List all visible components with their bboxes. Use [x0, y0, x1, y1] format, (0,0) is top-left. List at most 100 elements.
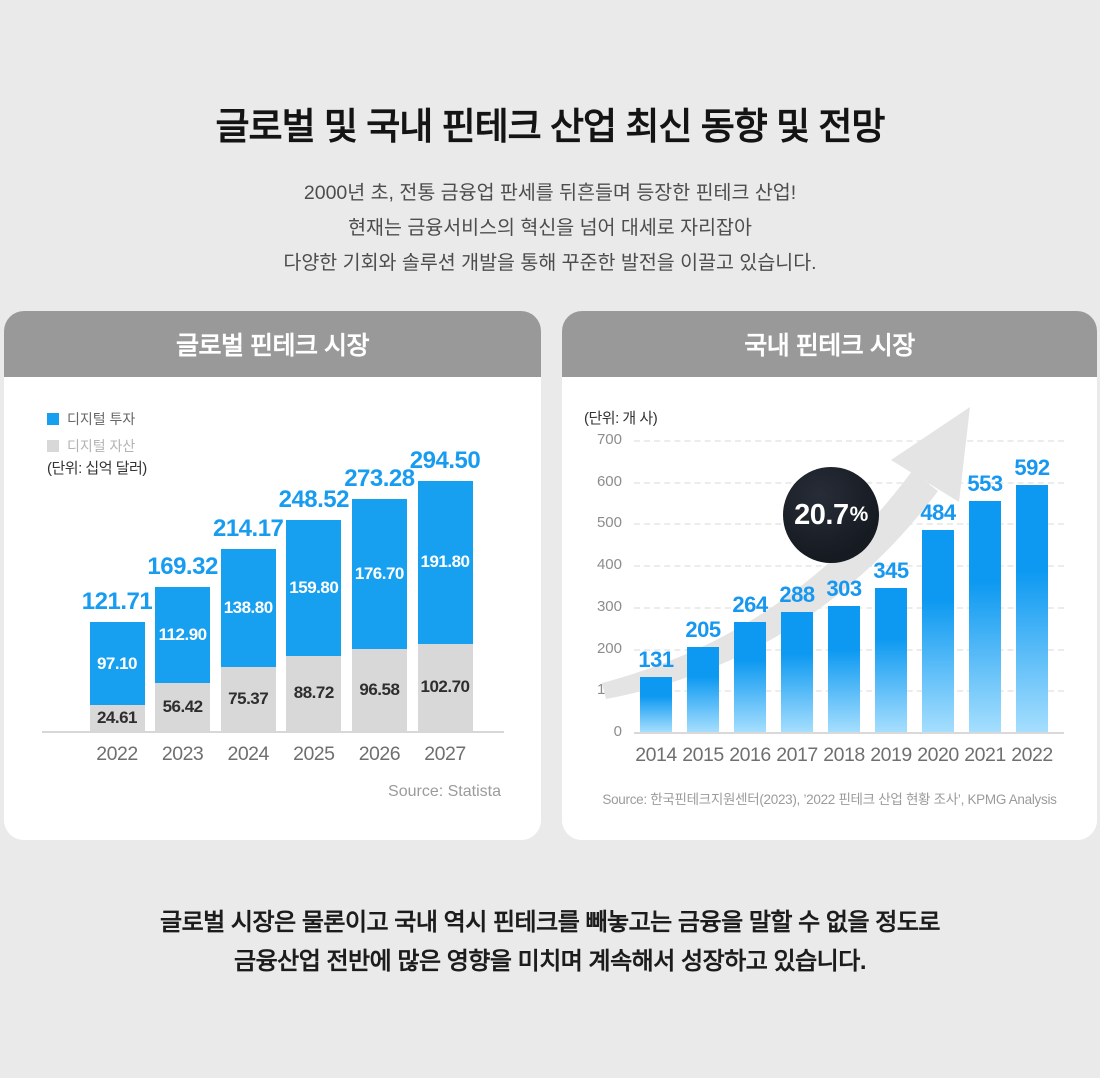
legend-label: 디지털 투자 — [67, 411, 136, 427]
gridline — [634, 440, 1064, 442]
segment-value-label: 75.37 — [228, 688, 269, 708]
bar-segment-blue: 112.90 — [155, 587, 211, 684]
stacked-bar-2027: 294.50 191.80 102.70 — [410, 447, 481, 731]
footer-line: 금융산업 전반에 많은 영향을 미치며 계속해서 성장하고 있습니다. — [233, 948, 867, 975]
global-card-header: 글로벌 핀테크 시장 — [4, 311, 541, 377]
domestic-chart-area: (단위: 개 사) 0100200300400500600700 1312014… — [562, 377, 1097, 840]
y-axis-tick-label: 0 — [613, 723, 622, 740]
bar-value-label: 345 — [873, 558, 909, 584]
bar-2019: 345 — [873, 558, 909, 732]
stacked-bar-2022: 121.71 97.10 24.61 — [82, 588, 153, 731]
segment-value-label: 191.80 — [420, 552, 471, 572]
global-fintech-card: 글로벌 핀테크 시장 디지털 투자 디지털 자산 (단위: 십억 달러) 121… — [4, 311, 541, 840]
bar-2017: 288 — [779, 582, 815, 732]
legend-swatch-gray-icon — [47, 440, 59, 452]
domestic-unit-label: (단위: 개 사) — [584, 410, 658, 427]
bar-segment-blue: 97.10 — [89, 622, 145, 705]
segment-value-label: 56.42 — [162, 697, 204, 717]
x-axis-year-label: 2019 — [870, 744, 912, 766]
x-axis-year-label: 2026 — [358, 743, 401, 765]
x-axis-year-label: 2022 — [96, 743, 138, 765]
x-axis-year-label: 2020 — [917, 744, 959, 766]
total-value-label: 273.28 — [344, 464, 415, 492]
bar-2021: 553 — [967, 471, 1003, 732]
segment-value-label: 159.80 — [289, 577, 339, 597]
x-axis-year-label: 2027 — [424, 743, 466, 765]
global-x-axis-line — [42, 731, 504, 733]
footer-line: 글로벌 시장은 물론이고 국내 역시 핀테크를 빼놓고는 금융을 말할 수 없을… — [160, 909, 941, 936]
bar-value-label: 303 — [826, 575, 862, 601]
bar-2018: 303 — [826, 576, 862, 732]
bar-value-label: 131 — [638, 647, 674, 673]
bar-value-label: 205 — [685, 616, 721, 642]
segment-value-label: 97.10 — [96, 653, 138, 673]
total-value-label: 214.17 — [212, 514, 284, 542]
bar-segment-blue: 176.70 — [351, 498, 407, 649]
y-axis-tick-label: 500 — [596, 514, 622, 532]
stacked-bar-2026: 273.28 176.70 96.58 — [344, 465, 415, 731]
bar-value-label: 264 — [732, 591, 768, 617]
x-axis-year-label: 2016 — [729, 744, 771, 766]
subtitle-line: 다양한 기회와 솔루션 개발을 통해 꾸준한 발전을 이끌고 있습니다. — [283, 252, 817, 274]
growth-rate-number: 20.7 — [794, 498, 849, 531]
page-title: 글로벌 및 국내 핀테크 산업 최신 동향 및 전망 — [215, 106, 886, 147]
segment-value-label: 102.70 — [420, 677, 471, 697]
total-value-label: 294.50 — [409, 446, 481, 474]
y-axis-tick-label: 200 — [596, 639, 622, 657]
stacked-bar-2025: 248.52 159.80 88.72 — [279, 486, 350, 731]
segment-value-label: 88.72 — [293, 683, 335, 703]
stacked-bar-2023: 169.32 112.90 56.42 — [147, 553, 218, 731]
growth-arrow-icon — [602, 407, 970, 699]
global-unit-label: (단위: 십억 달러) — [47, 460, 147, 477]
legend-item-digital-investment: 디지털 투자 — [47, 409, 135, 429]
page-subtitle: 2000년 초, 전통 금융업 판세를 뒤흔들며 등장한 핀테크 산업! 현재는… — [0, 176, 1100, 281]
bar-value-label: 288 — [779, 581, 815, 607]
domestic-fintech-card: 국내 핀테크 시장 (단위: 개 사) 01002003004005006007… — [562, 311, 1097, 840]
segment-value-label: 176.70 — [354, 563, 405, 583]
bar-segment-gray: 102.70 — [417, 643, 473, 731]
y-axis-tick-label: 400 — [596, 556, 622, 574]
growth-rate-percent-sign: % — [849, 503, 869, 526]
bar-2016: 264 — [732, 592, 768, 732]
y-axis-tick-label: 600 — [596, 472, 622, 490]
bar-value-label: 484 — [920, 500, 956, 526]
total-value-label: 169.32 — [147, 553, 218, 581]
x-axis-year-label: 2015 — [682, 744, 724, 766]
bar-segment-gray: 24.61 — [89, 705, 145, 731]
x-axis-line — [634, 732, 1064, 734]
x-axis-year-label: 2025 — [293, 743, 335, 765]
x-axis-year-label: 2014 — [635, 744, 677, 766]
total-value-label: 248.52 — [278, 485, 350, 513]
bar-2022: 592 — [1014, 455, 1050, 732]
bar-segment-gray: 96.58 — [351, 648, 407, 731]
x-axis-year-label: 2021 — [964, 744, 1006, 766]
segment-value-label: 138.80 — [223, 597, 274, 617]
x-axis-year-label: 2023 — [161, 743, 204, 765]
legend-label: 디지털 자산 — [67, 438, 136, 454]
bar-segment-gray: 75.37 — [220, 666, 276, 731]
bar-2020: 484 — [920, 500, 956, 732]
x-axis-year-label: 2018 — [823, 744, 865, 766]
global-chart-area: 디지털 투자 디지털 자산 (단위: 십억 달러) 121.71 97.10 24.… — [4, 377, 541, 840]
bar-value-label: 553 — [967, 471, 1003, 497]
chart-legend: 디지털 투자 디지털 자산 — [47, 409, 135, 463]
bar-value-label: 592 — [1014, 455, 1050, 481]
bar-2014: 131 — [638, 647, 674, 732]
bar-segment-blue: 138.80 — [220, 548, 276, 667]
bar-segment-gray: 56.42 — [155, 683, 211, 731]
total-value-label: 121.71 — [81, 588, 153, 616]
x-axis-year-label: 2022 — [1011, 744, 1053, 766]
legend-item-digital-asset: 디지털 자산 — [47, 436, 135, 456]
stacked-bar-2024: 214.17 138.80 75.37 — [213, 515, 284, 731]
segment-value-label: 112.90 — [158, 625, 208, 645]
footer-summary: 글로벌 시장은 물론이고 국내 역시 핀테크를 빼놓고는 금융을 말할 수 없을… — [0, 903, 1100, 981]
y-axis-tick-label: 700 — [596, 431, 622, 448]
bar-segment-blue: 191.80 — [417, 480, 473, 644]
y-axis-tick-label: 300 — [596, 597, 622, 615]
domestic-card-header: 국내 핀테크 시장 — [562, 311, 1097, 377]
legend-swatch-blue-icon — [47, 413, 59, 425]
x-axis-year-label: 2017 — [776, 744, 818, 766]
segment-value-label: 96.58 — [359, 679, 400, 699]
domestic-source-text: Source: 한국핀테크지원센터(2023), ’2022 핀테크 산업 현황… — [602, 792, 1057, 807]
